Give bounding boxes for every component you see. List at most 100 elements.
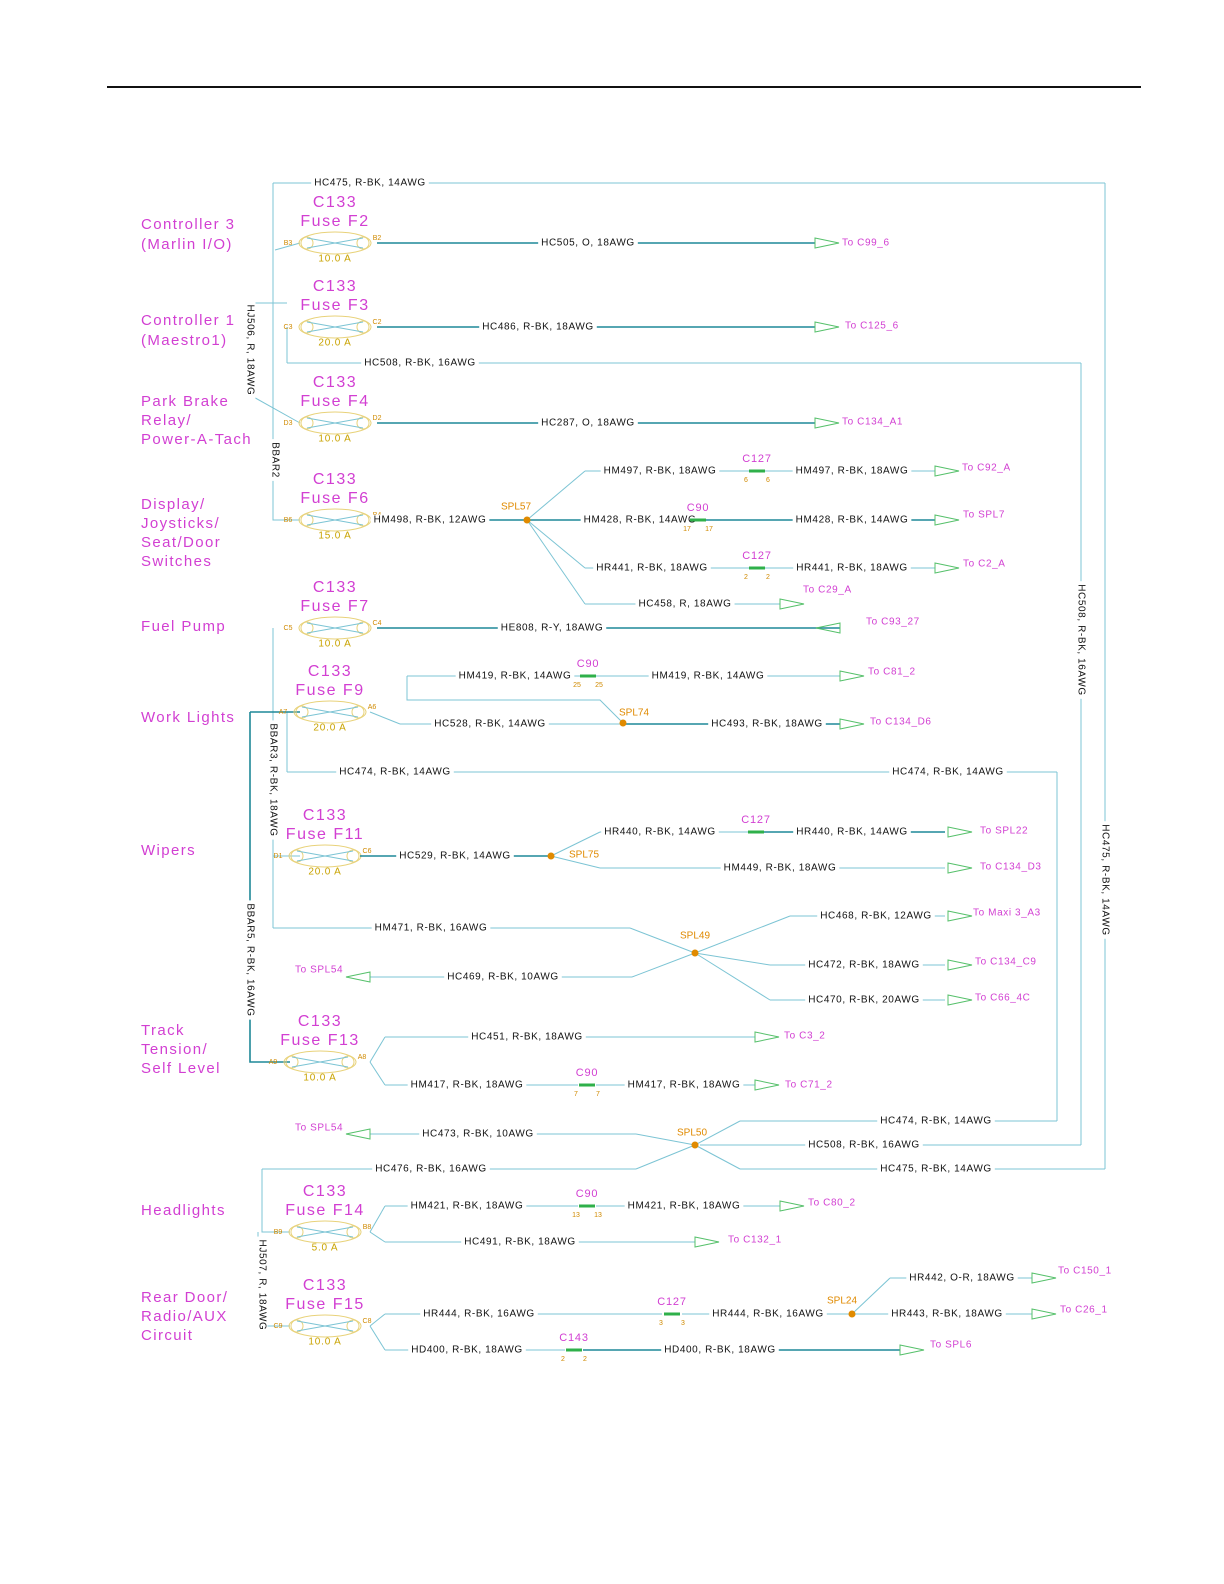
wire-label: HC476, R-BK, 16AWG [375,1164,487,1175]
destination: To C66_4C [975,993,1030,1004]
destination: To C134_A1 [842,417,903,428]
fuse-end [295,705,309,719]
arrow [694,1236,720,1248]
label-bg [479,321,597,333]
fuse-end [290,849,304,863]
fuse-name: Fuse F6 [300,490,369,507]
vertical-label: BBAR2 [269,442,280,478]
fuse-pin: B2 [373,235,382,242]
wire-label: HC475, R-BK, 14AWG [880,1164,992,1175]
destination: To C71_2 [785,1080,833,1091]
wire-line [631,952,696,978]
label-bg [311,177,429,189]
wire-label: HC508, R-BK, 16AWG [808,1140,920,1151]
fuse-body [283,1050,357,1074]
wire-label: HC472, R-BK, 18AWG [808,960,920,971]
fuse-pin: C8 [363,1318,372,1325]
fuse-pin: C4 [373,620,382,627]
label-bg [455,670,575,682]
label-bg [408,1344,526,1356]
wire-label: HC473, R-BK, 10AWG [422,1129,534,1140]
circuit-label: Circuit [141,1327,193,1344]
circuit-label: Relay/ [141,412,192,429]
label-bg [600,465,720,477]
fuse-rating: 10.0 A [303,1073,336,1084]
label-bg [256,1236,268,1334]
wire-line [406,676,624,724]
label-bg [497,622,607,634]
splice-label: SPL24 [827,1296,857,1307]
wire-label: HR441, R-BK, 18AWG [796,563,908,574]
wire-label: HR440, R-BK, 14AWG [796,827,908,838]
fuse-body [293,700,367,724]
label-bg [267,720,279,840]
wire-line [694,1120,741,1146]
arrow [754,1079,780,1091]
connector-pin: 2 [583,1356,587,1363]
circuit-label: Track [141,1022,185,1039]
label-bg [396,850,514,862]
circuit-label: Display/ [141,496,206,513]
connector-name: C90 [576,1067,599,1079]
arrow [1031,1308,1057,1320]
label-bg [805,994,923,1006]
fuse-end [356,621,370,635]
fuse-body [298,231,372,255]
destination: To C81_2 [868,667,916,678]
connector-pin: 6 [766,477,770,484]
wire-label: HM428, R-BK, 14AWG [796,515,909,526]
wire-label: HR441, R-BK, 18AWG [596,563,708,574]
destination: To SPL54 [295,965,343,976]
circuit-label: Rear Door/ [141,1289,228,1306]
wire-label: HR440, R-BK, 14AWG [604,827,716,838]
wire-label: HC528, R-BK, 14AWG [434,719,546,730]
fuse-pin: A9 [269,1059,278,1066]
fuse-connector: C133 [313,374,357,391]
wire-line [261,1169,290,1233]
arrow [345,971,371,983]
circuit-label: Switches [141,553,212,570]
arrow [947,826,973,838]
connector-name: C90 [577,658,600,670]
connector-name: C90 [576,1188,599,1200]
label-bg [805,959,923,971]
fuse-connector: C133 [303,1277,347,1294]
connector-pin: 25 [595,682,603,689]
label-bg [420,1308,538,1320]
connector-pin: 7 [596,1091,600,1098]
label-bg [805,1139,923,1151]
fuse-name: Fuse F4 [300,393,369,410]
splice [691,949,699,957]
fuse-end [346,849,360,863]
label-bg [624,1079,744,1091]
wire-label: HM421, R-BK, 18AWG [628,1201,741,1212]
fuse-end [356,236,370,250]
label-bg [461,1236,579,1248]
fuse-rating: 15.0 A [318,531,351,542]
wire-label: HC475, R-BK, 14AWG [314,178,426,189]
fuse-rating: 10.0 A [318,434,351,445]
wire-label: HM449, R-BK, 18AWG [724,863,837,874]
fuse-end [285,1055,299,1069]
fuse-link [301,706,359,718]
wire-label: HC508, R-BK, 16AWG [364,358,476,369]
circuit-label: Joysticks/ [141,515,220,532]
fuse-pin: C3 [284,324,293,331]
label-bg [444,971,562,983]
fuse-pin: C2 [373,319,382,326]
destination: To C2_A [963,559,1006,570]
connector-pin: 3 [659,1320,663,1327]
wire-line [274,242,301,251]
arrow [947,994,973,1006]
fuse-name: Fuse F9 [295,682,364,699]
label-bg [580,514,700,526]
destination: To C150_1 [1058,1266,1112,1277]
fuse-body [298,616,372,640]
label-bg [720,862,840,874]
wire-line [369,1036,386,1063]
wire-line [635,1144,696,1170]
fuse-name: Fuse F15 [285,1296,365,1313]
circuit-label: Fuel Pump [141,618,226,635]
arrow [947,862,973,874]
vertical-label: BBAR3, R-BK, 18AWG [267,723,278,836]
